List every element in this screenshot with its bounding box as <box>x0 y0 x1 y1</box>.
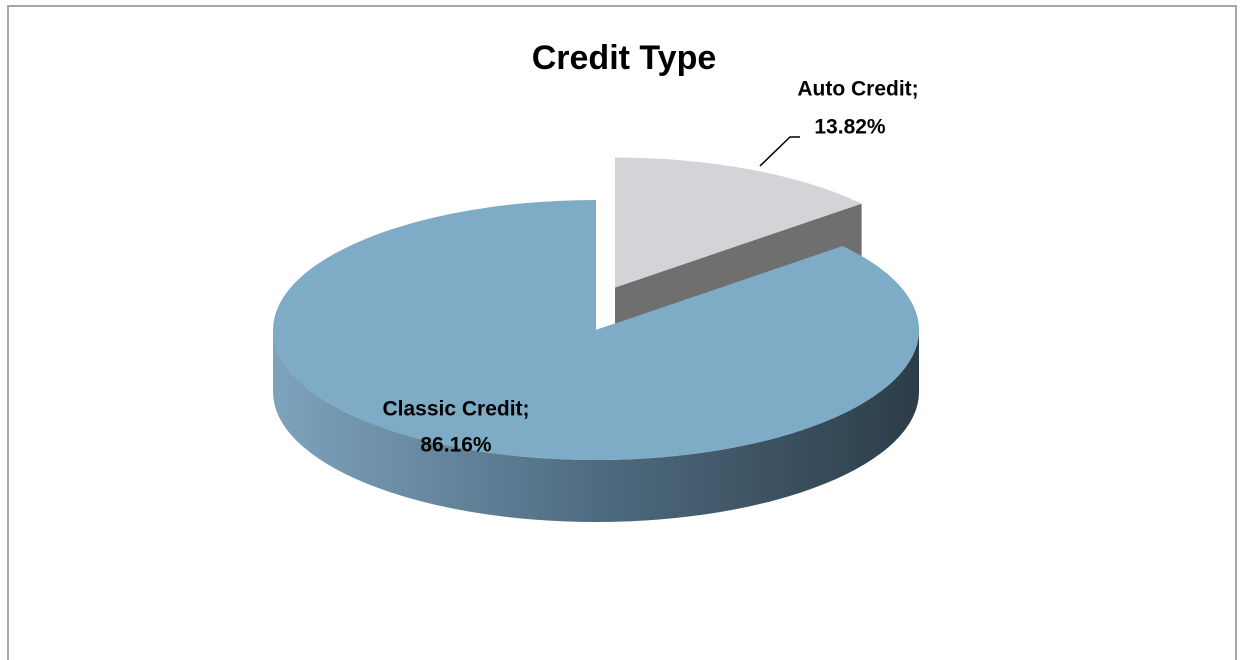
data-label-category: Auto Credit; <box>797 78 918 101</box>
slice-side <box>273 330 919 522</box>
leader-line <box>759 136 800 167</box>
pie <box>273 157 919 522</box>
data-label-value: 86.16% <box>420 434 492 457</box>
data-label-category: Classic Credit; <box>382 398 529 421</box>
slice-top <box>273 200 919 460</box>
data-label-value: 13.82% <box>814 116 886 139</box>
slice-top <box>615 157 862 288</box>
chart-title: Credit Type <box>532 39 717 77</box>
